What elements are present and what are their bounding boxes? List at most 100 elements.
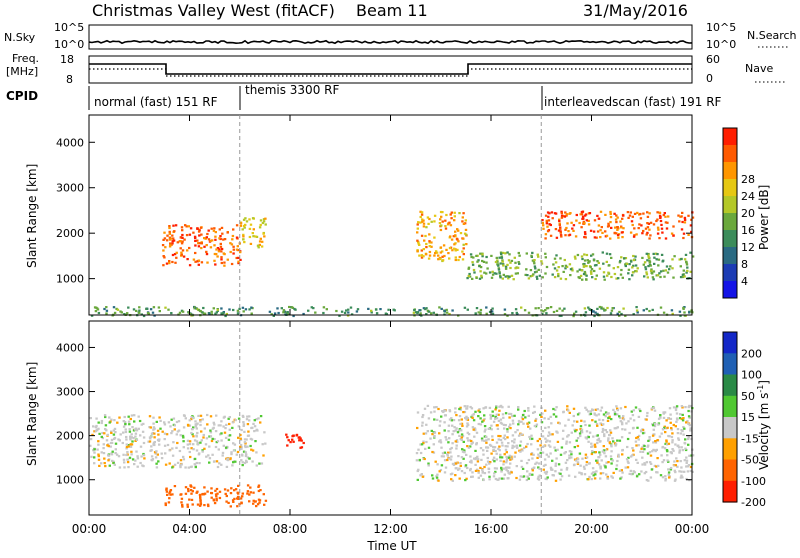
power-cell: [641, 256, 644, 259]
velocity-cell: [526, 475, 529, 478]
velocity-cell: [664, 442, 667, 445]
power-cell: [179, 247, 182, 250]
velocity-cell: [446, 454, 449, 457]
power-cell: [264, 217, 267, 220]
velocity-cell: [509, 462, 512, 465]
velocity-cell: [610, 444, 613, 447]
velocity-cell: [130, 436, 133, 439]
velocity-cell: [602, 413, 606, 416]
velocity-cell: [502, 416, 505, 419]
power-cell: [658, 211, 661, 214]
power-cell: [425, 246, 428, 249]
velocity-cell: [557, 472, 561, 475]
power-cell: [555, 269, 559, 272]
velocity-cell: [127, 466, 130, 469]
power-cell: [628, 263, 631, 266]
power-cell: [440, 307, 443, 310]
velocity-cell: [578, 471, 581, 474]
velocity-cell: [228, 428, 231, 431]
power-cell: [573, 255, 577, 258]
velocity-cell: [686, 470, 690, 473]
power-cell: [500, 256, 504, 259]
power-ytick-label: 2000: [56, 227, 84, 240]
power-cell: [283, 310, 287, 313]
velocity-cell: [567, 434, 570, 437]
power-cell: [648, 259, 651, 262]
velocity-cell: [202, 433, 205, 437]
power-cell: [564, 234, 567, 237]
power-cell: [457, 240, 460, 243]
power-cell: [258, 243, 261, 246]
power-cell: [631, 274, 634, 277]
power-cell: [230, 262, 234, 266]
power-cell: [544, 214, 548, 217]
velocity-cell: [104, 428, 107, 431]
nave-tick-bottom: 0: [706, 72, 713, 85]
power-cell: [514, 261, 517, 264]
power-cell: [162, 264, 165, 267]
velocity-cell: [620, 469, 623, 472]
velocity-cell: [442, 410, 445, 414]
velocity-cell: [540, 421, 544, 424]
velocity-cell: [245, 460, 248, 464]
power-cell: [679, 276, 683, 279]
velocity-cell: [152, 416, 155, 419]
power-cell: [651, 308, 654, 311]
velocity-cell: [457, 419, 461, 422]
power-cell: [658, 214, 662, 218]
power-cell: [650, 268, 653, 271]
power-cell: [618, 314, 621, 317]
power-cell: [569, 268, 573, 271]
power-cell: [212, 307, 215, 310]
power-cell: [558, 314, 561, 317]
velocity-cell: [157, 460, 160, 463]
power-cell: [523, 309, 527, 312]
power-cell: [428, 217, 431, 221]
power-cell: [433, 220, 436, 223]
power-cell: [248, 227, 252, 230]
velocity-cell: [570, 453, 573, 456]
power-cell: [583, 270, 587, 274]
velocity-cell: [590, 442, 593, 445]
power-cell: [513, 256, 516, 259]
velocity-cell: [136, 455, 139, 458]
power-cell: [105, 312, 108, 315]
power-cell: [561, 309, 564, 312]
velocity-cell: [528, 472, 531, 475]
power-cell: [562, 214, 565, 218]
velocity-cell: [684, 438, 687, 441]
freq-line: [89, 63, 692, 75]
velocity-cell: [476, 468, 479, 471]
velocity-cell: [131, 458, 135, 461]
velocity-cell: [643, 444, 646, 448]
velocity-cell: [418, 458, 421, 462]
velocity-cell: [111, 450, 114, 453]
velocity-cell: [449, 458, 453, 461]
power-cell: [518, 262, 521, 265]
velocity-cell: [150, 455, 154, 458]
velocity-cell: [675, 420, 678, 423]
velocity-cell: [251, 460, 254, 463]
velocity-cell: [665, 449, 669, 452]
power-cell: [262, 218, 266, 221]
velocity-cell: [122, 431, 125, 434]
velocity-cell: [447, 441, 450, 444]
power-cell: [581, 257, 584, 261]
power-cell: [422, 222, 426, 225]
power-cell: [610, 275, 613, 279]
power-cell: [491, 307, 494, 310]
velocity-cell: [466, 466, 469, 470]
velocity-cell: [125, 443, 128, 446]
velocity-cell: [537, 462, 541, 465]
velocity-heatmap: [89, 404, 695, 508]
velocity-cell: [547, 426, 550, 429]
velocity-cell: [549, 433, 552, 436]
velocity-cell: [600, 459, 603, 462]
velocity-cell: [531, 473, 534, 476]
velocity-cell: [124, 430, 128, 434]
power-cell: [537, 268, 540, 271]
velocity-cell: [427, 417, 431, 420]
velocity-cell: [246, 492, 249, 495]
velocity-cell: [182, 436, 185, 439]
velocity-cell: [549, 452, 552, 455]
